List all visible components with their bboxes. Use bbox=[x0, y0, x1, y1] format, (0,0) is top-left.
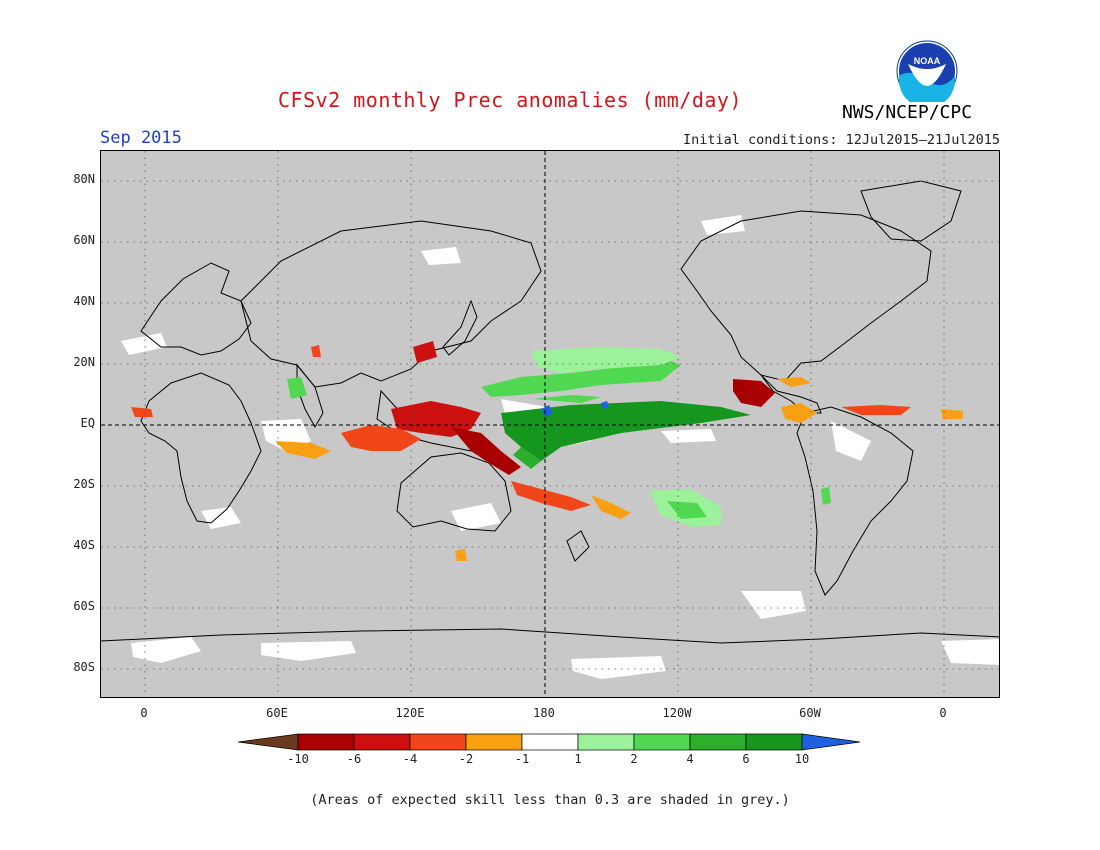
colorbar-swatch bbox=[745, 733, 803, 751]
colorbar-tick: -4 bbox=[402, 752, 418, 766]
colorbar-swatch bbox=[238, 733, 299, 751]
lon-label: 120E bbox=[395, 706, 425, 720]
colorbar-tick: 1 bbox=[574, 752, 582, 766]
lon-label: 120W bbox=[662, 706, 692, 720]
colorbar-swatch bbox=[689, 733, 747, 751]
lat-label: 80S bbox=[73, 660, 95, 674]
lat-label: 20S bbox=[73, 477, 95, 491]
negative-anomaly-regions bbox=[131, 341, 963, 561]
lat-label: 60S bbox=[73, 599, 95, 613]
colorbar-tick: -6 bbox=[346, 752, 362, 766]
colorbar-swatch bbox=[633, 733, 691, 751]
lon-label: 180 bbox=[533, 706, 555, 720]
equator-dateline bbox=[101, 151, 999, 697]
agency-label: NWS/NCEP/CPC bbox=[842, 102, 973, 123]
positive-anomaly-regions bbox=[287, 347, 831, 527]
lat-label: 40S bbox=[73, 538, 95, 552]
colorbar-tick: -1 bbox=[514, 752, 530, 766]
colorbar-tick: 2 bbox=[630, 752, 638, 766]
lat-label: EQ bbox=[80, 416, 95, 430]
colorbar-swatch bbox=[465, 733, 523, 751]
colorbar-swatch bbox=[801, 733, 861, 751]
colorbar-tick: 6 bbox=[742, 752, 750, 766]
lon-label: 60E bbox=[266, 706, 288, 720]
map-title: CFSv2 monthly Prec anomalies (mm/day) bbox=[277, 88, 743, 112]
colorbar-tick: -10 bbox=[287, 752, 309, 766]
colorbar-tick: -2 bbox=[458, 752, 474, 766]
colorbar-swatch bbox=[521, 733, 579, 751]
colorbar-swatch bbox=[297, 733, 355, 751]
colorbar-tick: 10 bbox=[794, 752, 810, 766]
forecast-month: Sep 2015 bbox=[100, 128, 182, 148]
lat-label: 20N bbox=[73, 355, 95, 369]
coastlines bbox=[101, 180, 999, 644]
lat-label: 80N bbox=[73, 172, 95, 186]
map-canvas bbox=[101, 151, 999, 697]
logo-text: NOAA bbox=[914, 56, 941, 66]
colorbar-tick: 4 bbox=[686, 752, 694, 766]
noaa-logo-icon: NOAA bbox=[896, 40, 958, 102]
lat-label: 60N bbox=[73, 233, 95, 247]
skill-footnote: (Areas of expected skill less than 0.3 a… bbox=[310, 792, 790, 808]
lon-label: 0 bbox=[939, 706, 947, 720]
initial-conditions: Initial conditions: 12Jul2015–21Jul2015 bbox=[683, 132, 1000, 148]
precip-anomaly-map bbox=[100, 150, 1000, 698]
colorbar-swatch bbox=[353, 733, 411, 751]
lon-label: 60W bbox=[799, 706, 821, 720]
lon-label: 0 bbox=[140, 706, 148, 720]
colorbar-swatch bbox=[577, 733, 635, 751]
colorbar-swatch bbox=[409, 733, 467, 751]
lat-label: 40N bbox=[73, 294, 95, 308]
colorbar bbox=[238, 733, 861, 751]
